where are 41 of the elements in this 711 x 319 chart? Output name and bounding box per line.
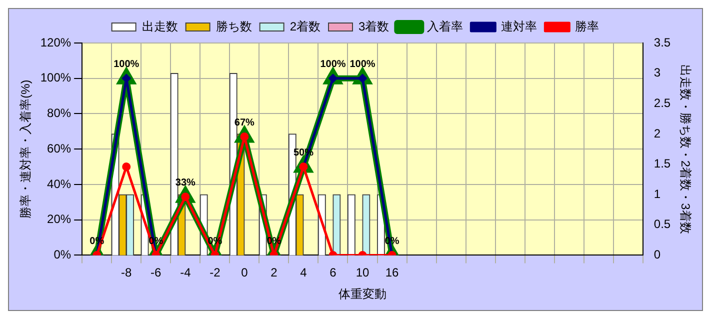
y2-tick-label: 2.5 <box>654 96 671 110</box>
x-tick-label: 4 <box>300 266 308 280</box>
x-tick-label: 0 <box>241 266 248 280</box>
y-tick-label: 60% <box>47 141 72 156</box>
x-tick-label: 16 <box>385 266 400 280</box>
y2-tick-label: 1 <box>654 186 661 201</box>
y-tick-label: 0% <box>54 248 72 262</box>
legend-label: 入着率 <box>427 19 464 34</box>
data-label: 100% <box>320 59 346 70</box>
x-tick-label: 10 <box>356 266 370 280</box>
x-tick-label: -8 <box>121 266 132 280</box>
x-axis-title: 体重変動 <box>338 287 387 302</box>
x-tick-label: -6 <box>150 266 162 280</box>
y2-tick-label: 1.5 <box>654 156 671 171</box>
y2-tick-label: 3 <box>654 66 661 80</box>
x-tick-label: 2 <box>270 266 278 280</box>
x-tick-label: 6 <box>330 266 337 280</box>
legend-label: 連対率 <box>501 19 538 34</box>
legend-label: 勝ち数 <box>216 19 252 34</box>
legend-label: 勝率 <box>575 19 600 34</box>
y-axis-title: 勝率・連対率・入着率(%) <box>18 80 33 218</box>
data-label: 100% <box>350 59 376 70</box>
x-tick-label: -2 <box>210 266 221 280</box>
y-tick-label: 20% <box>47 212 72 226</box>
legend-label: 3着数 <box>358 19 390 34</box>
y2-tick-label: 3.5 <box>654 35 671 50</box>
data-label: 0% <box>208 236 222 247</box>
data-label: 0% <box>266 236 282 247</box>
y2-tick-label: 0.5 <box>654 217 671 232</box>
y2-tick-label: 0 <box>654 248 661 262</box>
legend-label: 2着数 <box>290 19 321 34</box>
y-tick-label: 80% <box>47 106 72 120</box>
x-tick-label: -4 <box>180 266 192 280</box>
y-tick-label: 40% <box>47 176 72 191</box>
legend-label: 出走数 <box>142 19 178 34</box>
y-tick-label: 120% <box>40 35 72 50</box>
y2-axis-title: 出走数・勝ち数・2着数・3着数 <box>678 64 692 234</box>
y2-tick-label: 2 <box>654 126 661 140</box>
data-label: 0% <box>148 236 164 247</box>
data-label: 100% <box>114 59 140 70</box>
y-tick-label: 100% <box>40 70 72 85</box>
